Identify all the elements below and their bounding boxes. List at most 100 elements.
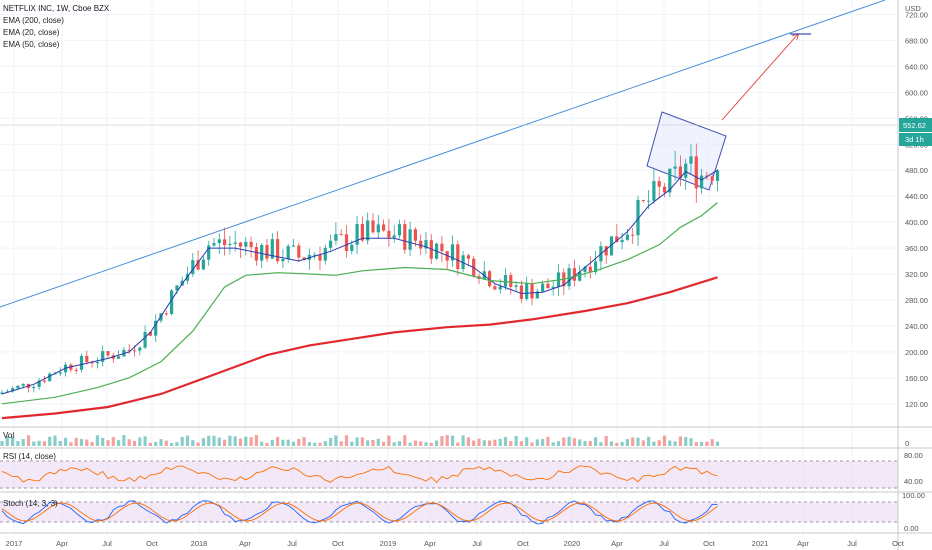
ema-line bbox=[1, 276, 718, 420]
candle-body bbox=[684, 163, 688, 178]
volume-bar bbox=[5, 435, 9, 446]
candle-body bbox=[85, 355, 89, 362]
candle-body bbox=[673, 166, 677, 169]
volume-bar bbox=[604, 436, 608, 446]
candle-body bbox=[403, 224, 407, 250]
candle-body bbox=[106, 351, 110, 356]
time-tick-label: Oct bbox=[146, 539, 159, 548]
candle-body bbox=[254, 247, 258, 261]
candle-body bbox=[101, 351, 105, 362]
volume-bar bbox=[689, 438, 693, 446]
volume-bar bbox=[217, 437, 221, 446]
candle-body bbox=[265, 245, 269, 259]
volume-bar bbox=[207, 435, 211, 446]
ema-line bbox=[1, 169, 718, 395]
price-tick-label: 360.00 bbox=[905, 244, 928, 253]
legend-ema200[interactable]: EMA (200, close) bbox=[3, 16, 64, 25]
price-grid bbox=[0, 0, 899, 533]
stoch-label[interactable]: Stoch (14, 3, 3) bbox=[3, 499, 58, 508]
price-tick-label: 440.00 bbox=[905, 192, 928, 201]
volume-bar bbox=[244, 436, 248, 446]
volume-bar bbox=[376, 438, 380, 446]
candle-body bbox=[143, 331, 147, 348]
candle-body bbox=[625, 234, 629, 240]
candle-body bbox=[657, 181, 661, 187]
volume-bar bbox=[546, 436, 550, 446]
price-axis[interactable]: 120.00 160.00 200.00 240.00 280.00 320.00 360.… bbox=[905, 10, 928, 408]
volume-bar bbox=[662, 435, 667, 446]
candle-body bbox=[710, 176, 714, 181]
legend-ema50[interactable]: EMA (50, close) bbox=[3, 40, 60, 49]
rising-channel[interactable] bbox=[646, 111, 727, 191]
volume-bar bbox=[313, 442, 317, 446]
candle-body bbox=[297, 245, 301, 258]
volume-bar bbox=[90, 441, 94, 446]
volume-bar bbox=[519, 441, 523, 446]
countdown-box bbox=[899, 133, 932, 146]
candle-body bbox=[238, 242, 243, 247]
volume-bar bbox=[318, 442, 322, 446]
price-tick-label: 680.00 bbox=[905, 36, 928, 45]
candle-body bbox=[636, 199, 640, 236]
candle-body bbox=[594, 261, 598, 273]
volume-bar bbox=[117, 440, 121, 446]
candle-body bbox=[392, 235, 396, 238]
time-axis[interactable]: 2017 Apr Jul Oct 2018 Apr Jul Oct 2019 Apr Jul Oct 2… bbox=[6, 539, 905, 548]
volume-bar bbox=[588, 441, 592, 446]
candle-body bbox=[551, 286, 555, 289]
uptrend-line[interactable] bbox=[0, 0, 886, 308]
candle-body bbox=[244, 241, 248, 247]
candle-body bbox=[170, 290, 174, 315]
volume-bar bbox=[334, 435, 338, 446]
candle-body bbox=[519, 285, 523, 299]
volume-bar bbox=[307, 442, 311, 446]
candle-body bbox=[233, 242, 237, 244]
candle-body bbox=[90, 361, 94, 364]
candle-body bbox=[397, 224, 402, 236]
candle-body bbox=[32, 386, 36, 388]
candle-body bbox=[154, 320, 158, 336]
time-tick-label: Apr bbox=[56, 539, 68, 548]
legend-ema20[interactable]: EMA (20, close) bbox=[3, 28, 60, 37]
candle-body bbox=[58, 372, 62, 374]
candle-body bbox=[37, 380, 41, 387]
volume-bar bbox=[461, 435, 465, 446]
volume-bar bbox=[254, 435, 258, 446]
volume-bar bbox=[291, 441, 296, 446]
candle-body bbox=[201, 259, 205, 270]
volume-bar bbox=[164, 440, 168, 446]
volume-bar bbox=[85, 439, 89, 446]
candle-body bbox=[631, 234, 635, 236]
volume-bar bbox=[594, 437, 598, 446]
volume-bar bbox=[705, 441, 709, 446]
rsi-band bbox=[0, 461, 898, 488]
volume-bar bbox=[583, 441, 587, 446]
symbol-title[interactable]: NETFLIX INC, 1W, Cboe BZX bbox=[3, 4, 110, 13]
volume-bar bbox=[11, 436, 15, 446]
rsi-label[interactable]: RSI (14, close) bbox=[3, 452, 56, 461]
target-arrow[interactable] bbox=[721, 34, 798, 121]
candle-body bbox=[588, 266, 592, 273]
volume-bar bbox=[647, 436, 651, 446]
volume-bar bbox=[265, 442, 269, 446]
volume-bar bbox=[329, 437, 333, 446]
candle-body bbox=[678, 166, 682, 178]
volume-bar bbox=[0, 441, 4, 446]
candle-body bbox=[541, 283, 545, 292]
volume-bar bbox=[498, 438, 502, 446]
time-tick-label: Jul bbox=[102, 539, 112, 548]
volume-bar bbox=[233, 436, 237, 446]
candle-body bbox=[525, 283, 529, 299]
candle-body bbox=[572, 268, 576, 281]
candle-body bbox=[164, 313, 168, 315]
candle-body bbox=[535, 291, 539, 299]
time-tick-label: Apr bbox=[424, 539, 436, 548]
volume-bar bbox=[371, 439, 375, 446]
volume-bar bbox=[445, 435, 449, 446]
time-tick-label: Jul bbox=[472, 539, 482, 548]
volume-bar bbox=[212, 435, 216, 446]
volume-bar bbox=[122, 435, 126, 446]
time-tick-label: 2018 bbox=[191, 539, 208, 548]
volume-label[interactable]: Vol bbox=[3, 431, 15, 440]
